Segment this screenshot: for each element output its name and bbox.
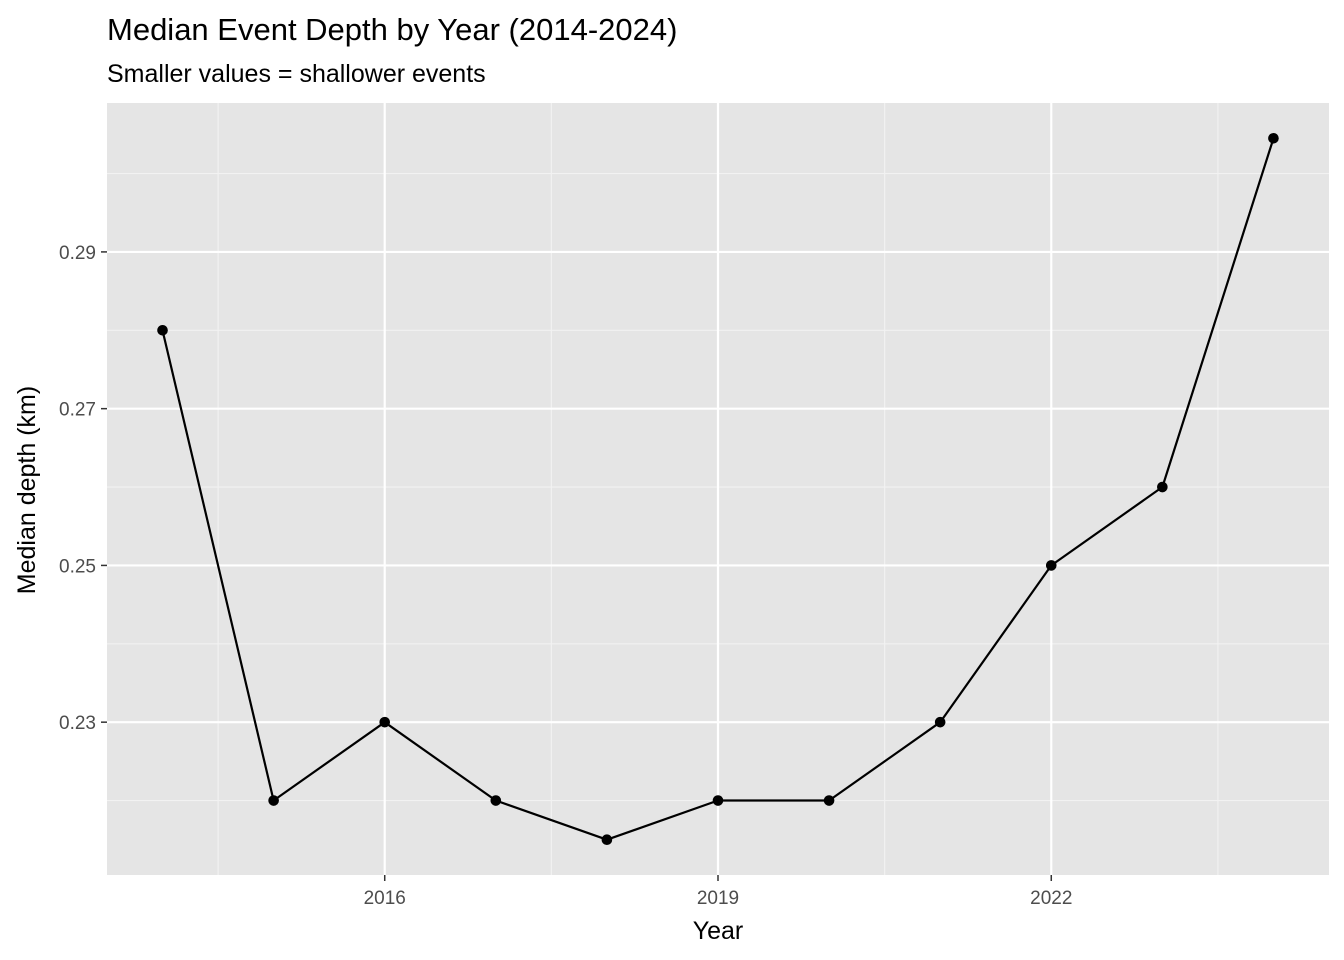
y-axis: 0.23 0.25 0.27 0.29 [59,243,107,734]
x-tick-label: 2022 [1030,888,1072,909]
data-point [934,716,946,728]
data-point [1045,560,1057,571]
x-tick-label: 2016 [364,888,406,909]
x-axis-title: Year [693,917,744,945]
chart-title: Median Event Depth by Year (2014-2024) [107,12,677,47]
x-tick-label: 2019 [697,888,739,909]
data-point [712,795,724,806]
data-point [490,795,502,806]
data-point [157,324,168,336]
y-tick-label: 0.25 [59,556,96,577]
x-axis: 2016 2019 2022 [364,875,1072,909]
data-point [1268,132,1279,144]
y-axis-title: Median depth (km) [13,386,41,594]
y-tick-label: 0.27 [59,400,96,421]
data-point [379,716,391,728]
y-tick-label: 0.23 [59,713,96,734]
chart-subtitle: Smaller values = shallower events [107,60,486,88]
data-point [1157,481,1168,493]
y-tick-label: 0.29 [59,243,96,264]
data-point [823,795,835,806]
major-gridlines [107,103,1329,875]
data-point [268,795,279,806]
data-point [601,834,613,846]
data-points-group [157,132,1279,846]
